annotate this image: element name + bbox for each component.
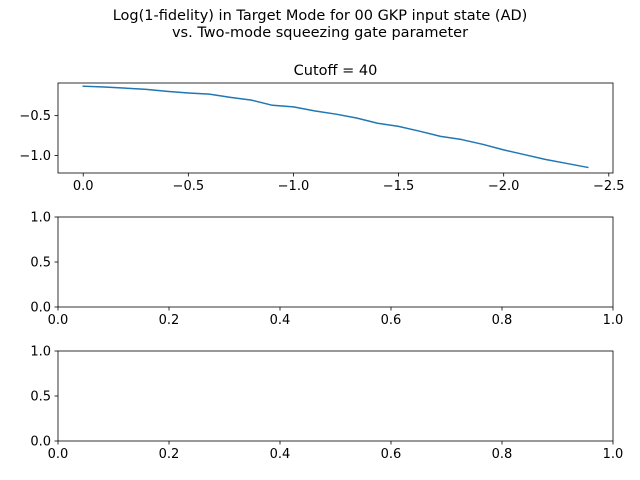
x-tick-label: 0.0 bbox=[73, 179, 94, 194]
y-tick-label: −1.0 bbox=[19, 149, 51, 164]
x-tick-label: −0.5 bbox=[173, 179, 205, 194]
subplot-3: 0.0 0.2 0.4 0.6 0.8 1.0 0.0 0.5 1.0 bbox=[30, 345, 623, 463]
axes-frame bbox=[57, 350, 614, 442]
figure-title-line-1: Log(1-fidelity) in Target Mode for 00 GK… bbox=[112, 8, 528, 24]
x-tick-label: 0.0 bbox=[48, 313, 69, 328]
x-tick-label: 0.8 bbox=[492, 447, 513, 462]
x-tick-label: 0.2 bbox=[159, 447, 180, 462]
x-tick-label: 0.6 bbox=[381, 313, 402, 328]
y-tick-label: 0.0 bbox=[30, 301, 51, 316]
subplot-1: 0.0 −0.5 −1.0 −1.5 −2.0 −2.5 −0.5 −1.0 Cutoff = … bbox=[19, 63, 624, 194]
x-tick-label: 0.0 bbox=[48, 447, 69, 462]
series-line-1 bbox=[82, 85, 589, 169]
y-tick-label: 1.0 bbox=[30, 211, 51, 226]
axes-frame bbox=[57, 216, 614, 308]
y-tick-label: 0.5 bbox=[30, 256, 51, 271]
x-tick-label: −1.5 bbox=[383, 179, 415, 194]
x-tick-label: 1.0 bbox=[603, 447, 624, 462]
subplot-title: Cutoff = 40 bbox=[294, 63, 378, 79]
x-tick-label: 0.4 bbox=[270, 313, 291, 328]
y-tick-label: 0.5 bbox=[30, 390, 51, 405]
x-tick-label: 0.2 bbox=[159, 313, 180, 328]
y-tick-label: −0.5 bbox=[19, 109, 51, 124]
x-tick-label: −2.0 bbox=[488, 179, 520, 194]
x-tick-label: −1.0 bbox=[278, 179, 310, 194]
x-tick-label: 1.0 bbox=[603, 313, 624, 328]
x-tick-label: 0.6 bbox=[381, 447, 402, 462]
y-tick-label: 1.0 bbox=[30, 345, 51, 360]
x-tick-label: −2.5 bbox=[593, 179, 625, 194]
x-tick-label: 0.4 bbox=[270, 447, 291, 462]
axes-frame bbox=[57, 82, 614, 174]
x-tick-label: 0.8 bbox=[492, 313, 513, 328]
y-tick-label: 0.0 bbox=[30, 435, 51, 450]
subplot-2: 0.0 0.2 0.4 0.6 0.8 1.0 0.0 0.5 1.0 bbox=[30, 211, 623, 329]
figure-title-line-2: vs. Two-mode squeezing gate parameter bbox=[171, 25, 469, 41]
